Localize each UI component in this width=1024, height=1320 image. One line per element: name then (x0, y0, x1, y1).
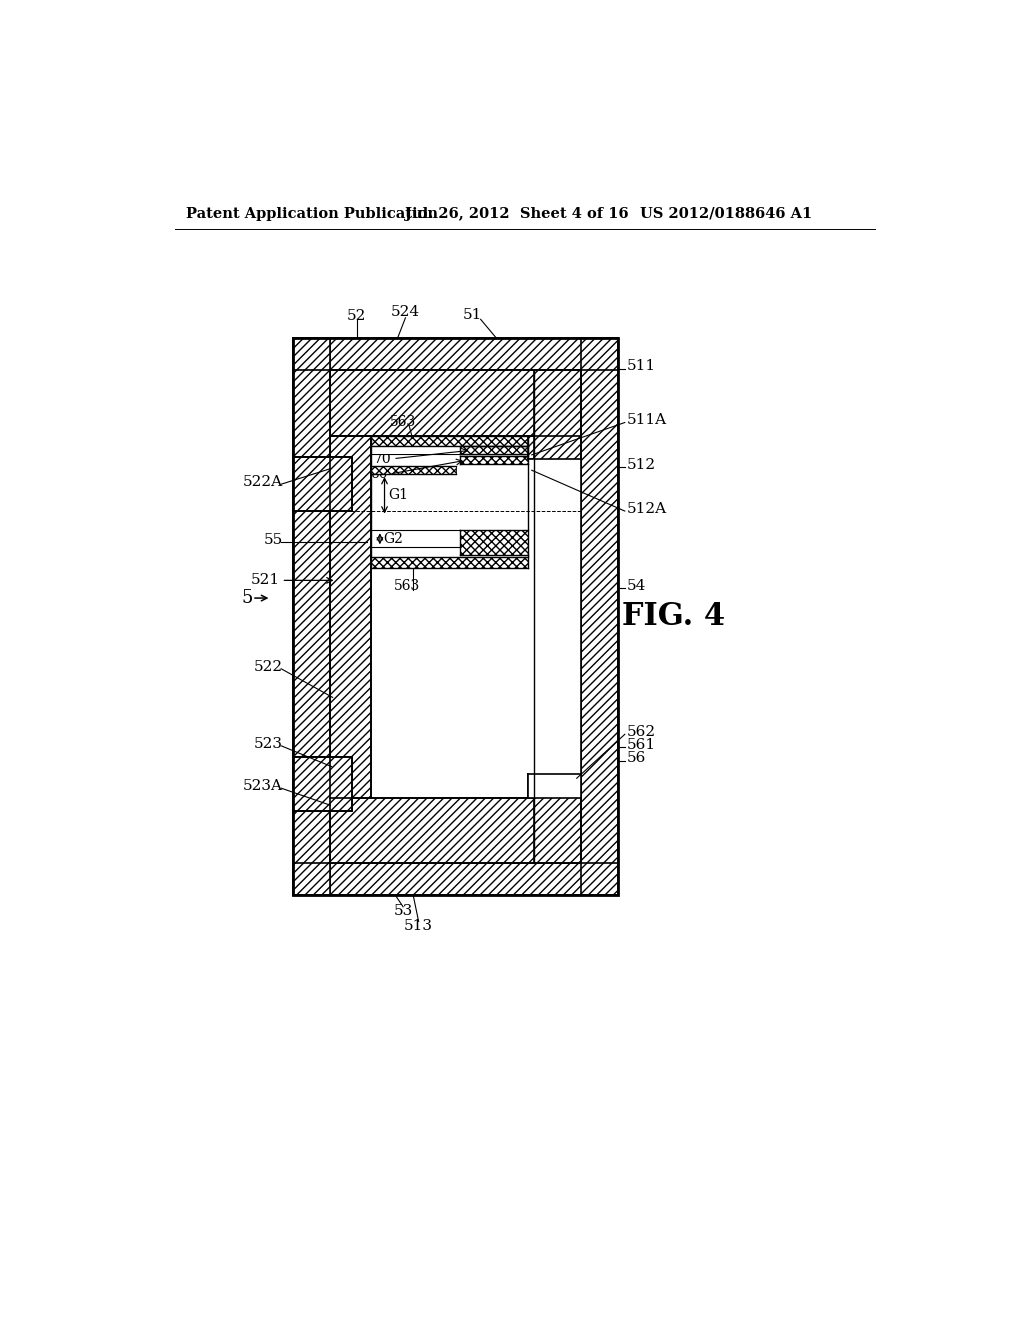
Bar (293, 338, 617, 370)
Bar (293, 756, 352, 812)
Bar (371, 446, 464, 454)
Bar (460, 531, 528, 554)
Bar (293, 457, 352, 511)
Bar (293, 863, 617, 895)
Bar (460, 457, 528, 465)
Bar (528, 775, 581, 797)
Text: 56: 56 (627, 751, 646, 766)
Text: 54: 54 (627, 578, 646, 593)
Text: 512: 512 (627, 458, 655, 471)
Text: 52: 52 (347, 309, 367, 323)
Text: 51: 51 (463, 308, 482, 322)
Text: US 2012/0188646 A1: US 2012/0188646 A1 (640, 207, 812, 220)
Text: 60: 60 (370, 467, 388, 480)
Bar (528, 436, 581, 459)
Text: 513: 513 (404, 919, 433, 933)
Bar (371, 466, 456, 474)
Bar (331, 370, 581, 436)
Bar (371, 446, 528, 454)
Bar (293, 457, 352, 511)
Bar (331, 370, 581, 863)
Text: 511A: 511A (627, 413, 667, 428)
Text: 563: 563 (390, 414, 416, 429)
Text: 511: 511 (627, 359, 655, 374)
Text: 561: 561 (627, 738, 655, 752)
Text: 563: 563 (394, 578, 420, 593)
Text: 5: 5 (242, 589, 253, 607)
Bar (581, 338, 617, 895)
Bar (331, 436, 371, 797)
Text: 55: 55 (264, 532, 283, 546)
Bar (293, 338, 331, 895)
Text: 53: 53 (393, 904, 413, 919)
Text: FIG. 4: FIG. 4 (623, 601, 726, 632)
Text: 522A: 522A (243, 475, 283, 488)
Bar (535, 370, 581, 863)
Bar (371, 557, 528, 568)
Bar (460, 446, 528, 454)
Text: 521: 521 (251, 573, 280, 587)
Text: 523A: 523A (243, 779, 283, 793)
Text: G2: G2 (384, 532, 403, 545)
Bar (528, 459, 581, 797)
Text: 512A: 512A (627, 502, 667, 516)
Bar (293, 338, 617, 895)
Text: 70: 70 (374, 451, 391, 466)
Text: 522: 522 (254, 660, 283, 673)
Text: Jul. 26, 2012  Sheet 4 of 16: Jul. 26, 2012 Sheet 4 of 16 (404, 207, 629, 220)
Bar (293, 338, 331, 895)
Bar (331, 797, 581, 863)
Bar (528, 459, 535, 797)
Text: 523: 523 (254, 737, 283, 751)
Bar (460, 446, 528, 454)
Text: 562: 562 (627, 725, 655, 739)
Bar (371, 436, 528, 446)
Bar (293, 756, 352, 812)
Text: G1: G1 (388, 488, 409, 503)
Text: Patent Application Publication: Patent Application Publication (186, 207, 438, 220)
Text: 524: 524 (391, 305, 420, 319)
